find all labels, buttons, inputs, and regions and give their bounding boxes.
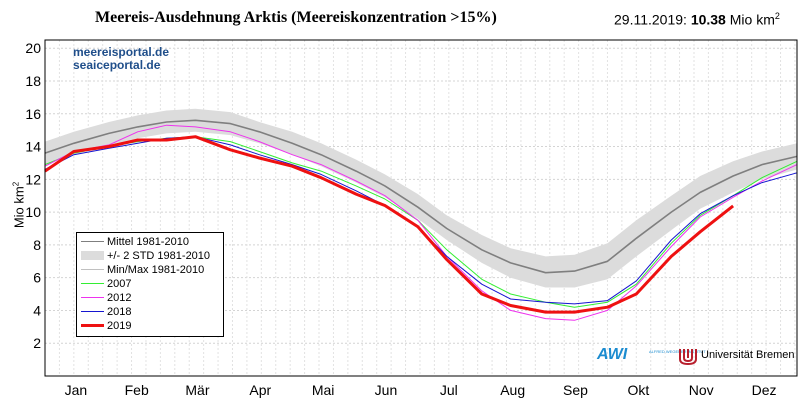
legend-item-mean: Mittel 1981-2010 [77,235,223,249]
x-tick-label: Apr [249,382,271,398]
x-tick-label: Aug [500,382,525,398]
y-tick-label: 6 [33,270,41,286]
std-band-area [45,108,797,288]
awi-subtitle: ALFRED WEGENER INSTITUT [649,349,706,354]
chart-title: Meereis-Ausdehnung Arktis (Meereiskonzen… [95,9,497,26]
x-tick-label: Mai [312,382,335,398]
y-tick-label: 14 [25,139,41,155]
y-tick-label: 8 [33,237,41,253]
x-tick-label: Jan [65,382,88,398]
legend-item-minmax: Min/Max 1981-2010 [77,263,223,277]
legend-label: Mittel 1981-2010 [107,236,189,248]
std-band [45,108,797,288]
legend: Mittel 1981-2010 +/- 2 STD 1981-2010 Min… [76,232,224,337]
x-tick-label: Jul [440,382,458,398]
x-tick-labels: Jan Feb Mär Apr Mai Jun Jul Aug Sep Okt Nov Dez [65,382,777,398]
y-tick-label: 4 [33,302,41,318]
x-tick-label: Nov [689,382,714,398]
series-line-mean [44,119,798,274]
series-line-y2019 [44,135,735,314]
current-unit: Mio km [729,11,775,28]
legend-label: 2018 [107,306,132,318]
y-tick-label: 2 [33,335,41,351]
y-tick-labels: 2 4 6 8 10 12 14 16 18 20 [25,40,41,351]
legend-item-std: +/- 2 STD 1981-2010 [77,249,223,263]
current-extent: 10.38 [690,11,726,28]
y-axis-label: Mio km2 [11,181,27,229]
uni-bremen-icon [679,349,697,365]
y-tick-label: 12 [25,171,41,187]
legend-label: +/- 2 STD 1981-2010 [107,250,211,262]
x-tick-label: Okt [627,382,649,398]
legend-item-2018: 2018 [77,305,223,319]
legend-item-2012: 2012 [77,291,223,305]
current-value-label: 29.11.2019: 10.38 Mio km2 [614,11,780,28]
y-tick-label: 10 [25,204,41,220]
current-date: 29.11.2019: [614,11,687,28]
x-tick-label: Jun [375,382,398,398]
y-tick-label: 16 [25,106,41,122]
y-tick-label: 20 [25,40,41,56]
legend-item-2019: 2019 [77,319,223,333]
awi-logo: AWI [597,346,628,363]
legend-label: 2007 [107,278,132,290]
current-unit-sup: 2 [774,11,780,21]
series-line-y2012 [44,124,798,321]
x-tick-label: Sep [563,382,588,398]
legend-label: 2019 [107,320,132,332]
watermark-en[interactable]: seaiceportal.de [73,58,161,72]
series-lines [44,119,798,321]
portal-watermark[interactable]: meereisportal.de seaiceportal.de [73,46,169,72]
y-tick-label: 18 [25,73,41,89]
plot-frame [44,39,798,377]
watermark-de[interactable]: meereisportal.de [73,45,170,59]
uni-bremen-label: Universität Bremen [701,349,795,361]
x-tick-label: Mär [185,382,209,398]
legend-label: 2012 [107,292,132,304]
x-tick-label: Dez [752,382,777,398]
legend-label: Min/Max 1981-2010 [107,264,205,276]
x-tick-label: Feb [125,382,149,398]
legend-item-2007: 2007 [77,277,223,291]
